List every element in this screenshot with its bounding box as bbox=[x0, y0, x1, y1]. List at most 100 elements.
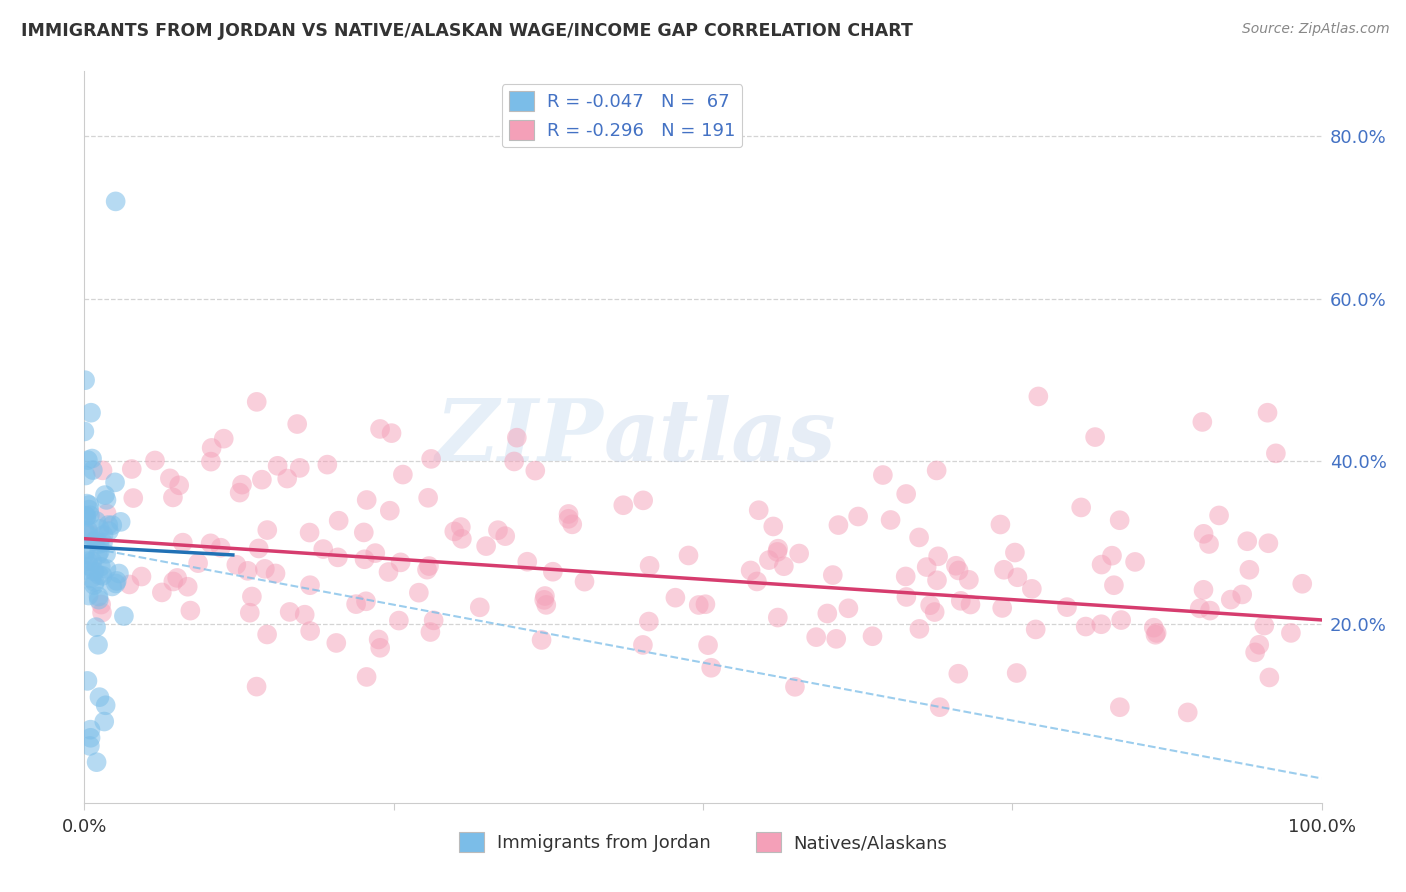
Point bbox=[239, 606, 262, 620]
Point bbox=[1070, 500, 1092, 515]
Point bbox=[1192, 582, 1215, 597]
Point bbox=[1123, 555, 1146, 569]
Point bbox=[83, 578, 105, 592]
Point bbox=[368, 422, 391, 436]
Point bbox=[110, 515, 132, 529]
Point bbox=[75, 373, 97, 387]
Point bbox=[758, 553, 780, 567]
Point bbox=[557, 512, 579, 526]
Point bbox=[896, 487, 918, 501]
Point bbox=[201, 441, 224, 455]
Point bbox=[766, 545, 789, 559]
Point bbox=[908, 622, 931, 636]
Point bbox=[245, 680, 267, 694]
Point bbox=[1108, 513, 1130, 527]
Point bbox=[945, 558, 967, 573]
Point bbox=[1004, 545, 1026, 559]
Point bbox=[75, 524, 97, 539]
Point bbox=[1025, 623, 1047, 637]
Text: IMMIGRANTS FROM JORDAN VS NATIVE/ALASKAN WAGE/INCOME GAP CORRELATION CHART: IMMIGRANTS FROM JORDAN VS NATIVE/ALASKAN… bbox=[21, 22, 912, 40]
Point bbox=[631, 493, 654, 508]
Point bbox=[105, 574, 128, 588]
Point bbox=[299, 624, 322, 638]
Point bbox=[991, 601, 1014, 615]
Point bbox=[1236, 534, 1258, 549]
Point bbox=[745, 574, 768, 589]
Point bbox=[631, 638, 654, 652]
Point bbox=[990, 517, 1012, 532]
Point bbox=[90, 598, 112, 612]
Point bbox=[209, 541, 232, 555]
Point bbox=[524, 464, 547, 478]
Point bbox=[212, 432, 235, 446]
Point bbox=[908, 530, 931, 544]
Point bbox=[143, 453, 166, 467]
Point bbox=[325, 636, 347, 650]
Point bbox=[228, 485, 250, 500]
Point bbox=[84, 533, 107, 547]
Point bbox=[534, 589, 557, 603]
Point bbox=[89, 522, 111, 536]
Point bbox=[288, 461, 311, 475]
Point bbox=[298, 525, 321, 540]
Point bbox=[1143, 621, 1166, 635]
Point bbox=[1028, 389, 1050, 403]
Point bbox=[240, 590, 263, 604]
Point bbox=[837, 601, 859, 615]
Point bbox=[1253, 618, 1275, 632]
Point bbox=[90, 559, 112, 574]
Point bbox=[77, 589, 100, 603]
Point bbox=[328, 514, 350, 528]
Point bbox=[76, 673, 98, 688]
Point bbox=[80, 451, 103, 466]
Point bbox=[748, 503, 770, 517]
Point bbox=[825, 632, 848, 646]
Point bbox=[420, 451, 443, 466]
Point bbox=[278, 605, 301, 619]
Point bbox=[82, 554, 104, 568]
Point bbox=[101, 579, 124, 593]
Point bbox=[378, 504, 401, 518]
Point bbox=[418, 491, 440, 505]
Point bbox=[637, 615, 659, 629]
Point bbox=[79, 559, 101, 574]
Point bbox=[948, 564, 970, 578]
Point bbox=[957, 573, 980, 587]
Point bbox=[1230, 587, 1253, 601]
Point bbox=[104, 194, 127, 209]
Point bbox=[104, 576, 127, 591]
Point bbox=[253, 562, 276, 576]
Point bbox=[516, 555, 538, 569]
Point bbox=[167, 478, 190, 492]
Point bbox=[159, 471, 181, 485]
Point bbox=[367, 632, 389, 647]
Point bbox=[104, 475, 127, 490]
Point bbox=[443, 524, 465, 539]
Point bbox=[236, 564, 259, 578]
Point bbox=[264, 566, 287, 581]
Point bbox=[96, 507, 118, 521]
Point bbox=[1021, 582, 1043, 596]
Point bbox=[73, 563, 96, 577]
Point bbox=[872, 468, 894, 483]
Point bbox=[494, 529, 516, 543]
Point bbox=[75, 510, 97, 524]
Point bbox=[294, 607, 316, 622]
Point bbox=[959, 598, 981, 612]
Text: atlas: atlas bbox=[605, 395, 837, 479]
Point bbox=[79, 739, 101, 753]
Point bbox=[75, 542, 97, 557]
Point bbox=[468, 600, 491, 615]
Point bbox=[266, 458, 288, 473]
Point bbox=[1257, 406, 1279, 420]
Legend: Immigrants from Jordan, Natives/Alaskans: Immigrants from Jordan, Natives/Alaskans bbox=[451, 825, 955, 860]
Point bbox=[247, 541, 270, 556]
Point bbox=[697, 638, 720, 652]
Point bbox=[112, 609, 135, 624]
Point bbox=[1108, 700, 1130, 714]
Point bbox=[97, 524, 120, 538]
Point bbox=[418, 559, 440, 574]
Point bbox=[1188, 601, 1211, 615]
Point bbox=[1239, 563, 1261, 577]
Point bbox=[574, 574, 596, 589]
